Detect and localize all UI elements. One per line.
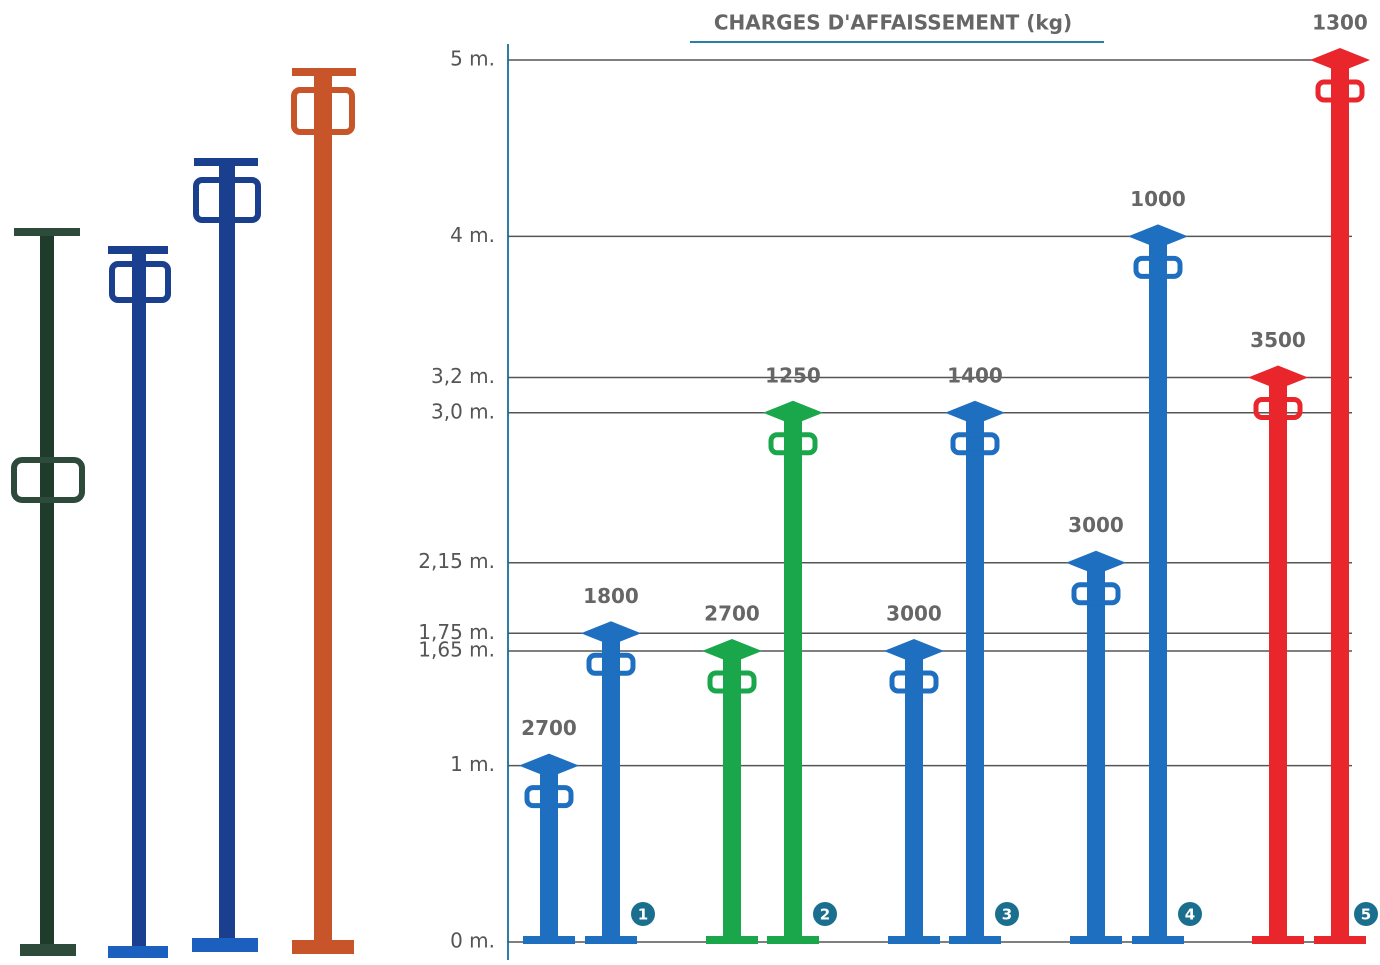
load-label: 1400 <box>947 363 1003 387</box>
prop-collar <box>586 652 636 676</box>
prop-collar <box>1315 79 1365 103</box>
prop-collar <box>950 432 1000 456</box>
prop-tube <box>1331 60 1349 942</box>
y-tick-label: 5 m. <box>450 47 495 71</box>
prop-head <box>763 400 823 425</box>
load-label: 1250 <box>765 363 821 387</box>
prop-head <box>519 753 579 778</box>
prop-head <box>1248 365 1308 390</box>
y-tick-label: 1,65 m. <box>418 637 495 661</box>
model-badge <box>631 902 655 926</box>
load-label: 1000 <box>1130 187 1186 211</box>
y-tick-label: 3,0 m. <box>431 399 495 423</box>
prop-tube <box>905 650 923 942</box>
prop-head <box>702 638 762 663</box>
y-tick-label: 0 m. <box>450 929 495 953</box>
prop-tube <box>966 412 984 942</box>
chart-title: CHARGES D'AFFAISSEMENT (kg) <box>714 11 1072 35</box>
load-label: 1800 <box>583 584 639 608</box>
load-label: 1300 <box>1312 11 1368 35</box>
model-badge <box>1354 902 1378 926</box>
y-tick-label: 3,2 m. <box>431 364 495 388</box>
prop-collar <box>707 670 757 694</box>
prop-head <box>1310 48 1370 72</box>
prop-head <box>945 400 1005 425</box>
prop-collar <box>889 670 939 694</box>
y-tick-label: 4 m. <box>450 223 495 247</box>
product-photo <box>11 68 356 958</box>
prop-collar <box>524 785 574 809</box>
prop-head <box>1128 224 1188 249</box>
prop-collar <box>768 432 818 456</box>
prop-head <box>581 621 641 646</box>
model-number: 2 <box>820 906 830 924</box>
prop-head <box>884 638 944 663</box>
model-number: 4 <box>1185 906 1195 924</box>
prop-tube <box>540 765 558 942</box>
model-number: 1 <box>638 906 648 924</box>
prop-tube <box>1149 236 1167 942</box>
model-badge <box>995 902 1019 926</box>
load-label: 3000 <box>1068 513 1124 537</box>
load-label: 2700 <box>521 716 577 740</box>
y-tick-label: 2,15 m. <box>418 549 495 573</box>
prop-tube <box>784 412 802 942</box>
load-label: 3000 <box>886 601 942 625</box>
load-label: 3500 <box>1250 328 1306 352</box>
prop-tube <box>1269 377 1287 942</box>
prop-tube <box>723 650 741 942</box>
prop-collar <box>1071 582 1121 606</box>
y-tick-label: 1,75 m. <box>418 620 495 644</box>
model-number: 5 <box>1361 906 1371 924</box>
y-tick-label: 1 m. <box>450 752 495 776</box>
load-label: 2700 <box>704 601 760 625</box>
prop-tube <box>1087 562 1105 942</box>
prop-collar <box>1133 255 1183 279</box>
model-badge <box>1178 902 1202 926</box>
prop-head <box>1066 550 1126 575</box>
prop-tube <box>602 633 620 942</box>
prop-collar <box>1253 397 1303 421</box>
model-number: 3 <box>1002 906 1012 924</box>
model-badge <box>813 902 837 926</box>
